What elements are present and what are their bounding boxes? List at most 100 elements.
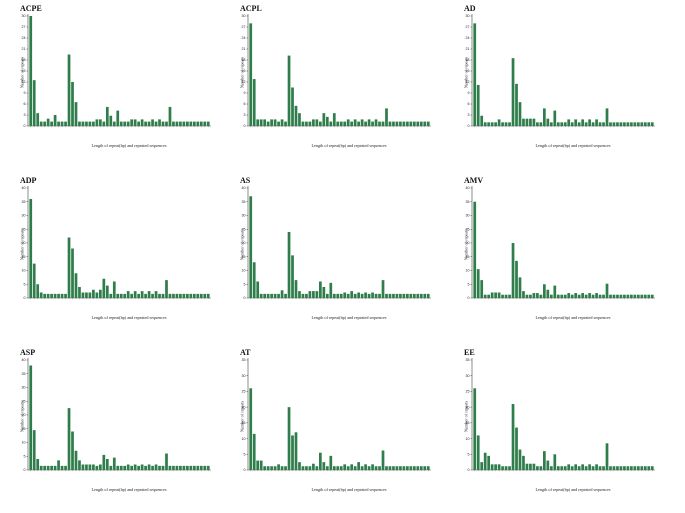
- figure-grid: 0 3 6 9 12 15 18 21 24 27 30 ACPE Number of repeat…: [19, 4, 655, 492]
- y-tick-label: 20: [466, 405, 470, 409]
- bar: [294, 280, 298, 298]
- bar: [172, 465, 175, 470]
- x-axis-label: Length of repeat(bp) and repeated sequen…: [311, 487, 387, 492]
- bar: [203, 465, 207, 470]
- bar: [612, 466, 616, 470]
- bar: [476, 435, 480, 470]
- bar: [501, 466, 504, 470]
- y-tick-label: 0: [244, 296, 246, 300]
- bar: [179, 293, 182, 298]
- bar: [532, 118, 536, 126]
- bar: [315, 291, 319, 298]
- bar: [364, 292, 367, 298]
- y-axis-label: Number of repeats: [463, 228, 469, 261]
- bar: [378, 466, 381, 470]
- bar: [95, 292, 99, 298]
- bar: [650, 122, 654, 126]
- bar: [312, 291, 315, 298]
- bar: [567, 464, 571, 470]
- y-tick-label: 18: [466, 58, 470, 62]
- bar: [280, 466, 284, 470]
- bar: [616, 466, 619, 470]
- y-tick-label: 18: [242, 58, 246, 62]
- bar: [423, 121, 427, 126]
- bar: [367, 466, 371, 470]
- bar: [263, 466, 267, 470]
- bar: [525, 294, 529, 298]
- y-tick-label: 5: [24, 454, 26, 458]
- bar: [612, 122, 616, 126]
- bar: [172, 121, 175, 126]
- bar: [315, 119, 319, 126]
- bar: [364, 121, 367, 126]
- y-tick-label: 10: [242, 269, 246, 273]
- bar: [504, 466, 508, 470]
- bar: [36, 284, 40, 298]
- bar: [640, 122, 644, 126]
- bar: [165, 453, 168, 470]
- bar: [92, 289, 95, 298]
- y-tick-label: 25: [242, 227, 246, 231]
- bar: [399, 121, 402, 126]
- bar: [29, 365, 33, 470]
- bar: [480, 115, 484, 126]
- y-tick-label: 15: [22, 255, 26, 259]
- y-axis-label: Number of repeats: [19, 56, 25, 89]
- bar: [542, 451, 546, 470]
- bar: [577, 294, 581, 298]
- bar: [591, 122, 595, 126]
- y-tick-label: 0: [244, 124, 246, 128]
- bar: [605, 108, 609, 126]
- bar: [553, 110, 557, 126]
- bar: [249, 388, 253, 470]
- bar: [263, 293, 267, 298]
- bar: [119, 293, 123, 298]
- bar: [144, 465, 147, 470]
- bar: [277, 464, 280, 470]
- bar: [336, 466, 340, 470]
- bar: [556, 122, 560, 126]
- bar: [88, 292, 92, 298]
- chart-title: ASP: [20, 348, 36, 357]
- bar: [123, 465, 127, 470]
- bar: [633, 122, 637, 126]
- y-tick-label: 24: [22, 36, 26, 40]
- chart-svg: 0 3 6 9 12 15 18 21 24 27 30: [466, 14, 655, 128]
- bar: [553, 454, 557, 470]
- bar: [626, 466, 630, 470]
- bar: [563, 294, 567, 298]
- bar: [539, 122, 543, 126]
- bar: [130, 293, 134, 298]
- chart-svg: 0 3 6 9 12 15 18 21 24 27 30: [22, 14, 211, 128]
- bar: [329, 455, 333, 470]
- bar: [270, 293, 273, 298]
- bar: [133, 464, 137, 470]
- bar: [483, 122, 487, 126]
- bar: [325, 466, 329, 470]
- bar: [256, 119, 260, 126]
- bar: [81, 121, 85, 126]
- bar: [518, 102, 522, 126]
- bar: [346, 293, 350, 298]
- bar: [263, 119, 267, 126]
- bar: [388, 121, 392, 126]
- bar: [126, 464, 130, 470]
- y-tick-label: 30: [466, 14, 470, 18]
- bar: [53, 115, 57, 126]
- bar: [406, 466, 409, 470]
- y-tick-label: 10: [242, 437, 246, 441]
- bar: [602, 122, 605, 126]
- y-tick-label: 27: [22, 25, 26, 29]
- y-tick-label: 15: [22, 69, 26, 73]
- bar: [542, 284, 546, 298]
- bar: [560, 122, 564, 126]
- bar: [609, 122, 612, 126]
- bar: [168, 465, 172, 470]
- bar: [78, 287, 81, 298]
- bar: [140, 464, 144, 470]
- bar: [154, 121, 158, 126]
- bar: [112, 457, 116, 470]
- y-tick-label: 10: [22, 269, 26, 273]
- chart-panel-ee: 0 5 10 15 20 25 30 35 EE Number of repeats Leng…: [452, 346, 680, 513]
- bar: [74, 102, 78, 126]
